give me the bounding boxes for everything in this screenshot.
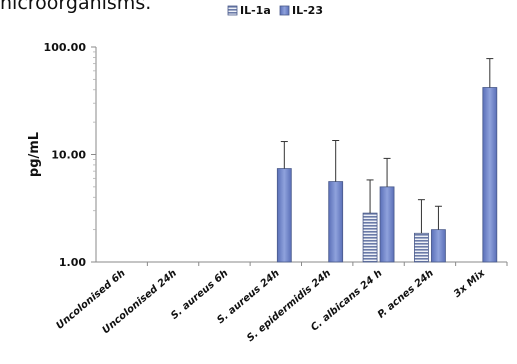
bars: [276, 58, 498, 263]
bar-il-1a-5: [362, 212, 378, 263]
legend-swatch: [279, 5, 290, 16]
y-tick-label: 10.00: [51, 149, 86, 162]
bar-il-1a-6: [414, 232, 429, 263]
legend-label: IL-23: [292, 4, 323, 17]
bar-il-23-3: [276, 168, 292, 263]
y-tick-label: 1.00: [59, 256, 86, 269]
x-tick-label: 3x Mix: [452, 268, 488, 300]
y-tick-label: 100.00: [44, 41, 87, 54]
bar-il-23-5: [379, 186, 395, 263]
legend-swatch: [227, 5, 238, 16]
x-tick-label: P. acnes 24h: [376, 268, 436, 321]
caption-fragment: nicroorganisms.: [0, 0, 152, 14]
bar-il-23-7: [482, 87, 498, 263]
bar-il-23-6: [431, 229, 446, 263]
legend: IL-1a IL-23: [227, 4, 323, 17]
y-axis-title: pg/mL: [27, 132, 42, 177]
x-tick-label: S. epidermidis 24h: [245, 268, 333, 344]
legend-label: IL-1a: [240, 4, 271, 17]
axes: 1.00 10.00 100.00 pg/mL: [27, 41, 508, 269]
bar-il-23-4: [328, 181, 344, 263]
